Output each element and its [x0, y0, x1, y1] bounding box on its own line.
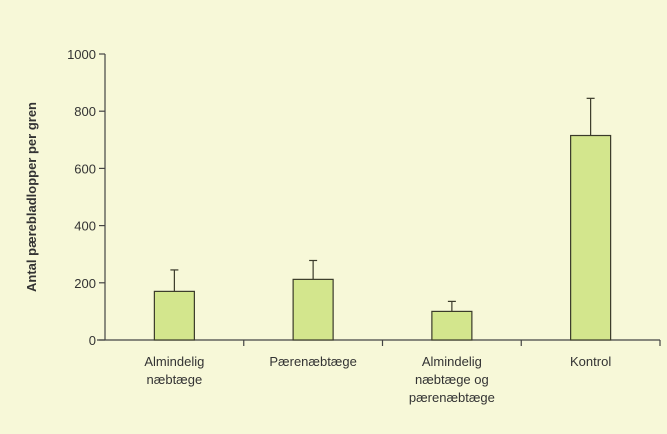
y-axis-label: Antal pærebladlopper per gren [24, 102, 39, 292]
y-tick-label: 400 [74, 219, 96, 234]
category-label: Kontrol [570, 354, 611, 369]
category-label: Almindelig næbtæge og pærenæbtæge [409, 354, 495, 405]
bars [153, 97, 612, 341]
y-tick-label: 1000 [67, 47, 96, 62]
x-axis-labels: Almindelig næbtæge Pærenæbtæge Almindelig næ… [144, 354, 611, 405]
category-label-line: Kontrol [570, 354, 611, 369]
category-label-line: pærenæbtæge [409, 390, 495, 405]
y-axis-ticks: 0 200 400 600 800 1000 [67, 47, 105, 348]
y-tick-label: 800 [74, 104, 96, 119]
category-label-line: Pærenæbtæge [269, 354, 356, 369]
y-tick-label: 600 [74, 161, 96, 176]
y-tick-label: 200 [74, 276, 96, 291]
bar [292, 278, 334, 341]
y-tick-label: 0 [89, 333, 96, 348]
category-label-line: Almindelig [422, 354, 482, 369]
category-label: Pærenæbtæge [269, 354, 356, 369]
bar [153, 290, 195, 341]
bar [570, 134, 612, 341]
bar [431, 310, 473, 341]
category-label-line: Almindelig [144, 354, 204, 369]
category-label-line: næbtæge [147, 372, 203, 387]
category-label-line: næbtæge og [415, 372, 489, 387]
category-label: Almindelig næbtæge [144, 354, 204, 387]
